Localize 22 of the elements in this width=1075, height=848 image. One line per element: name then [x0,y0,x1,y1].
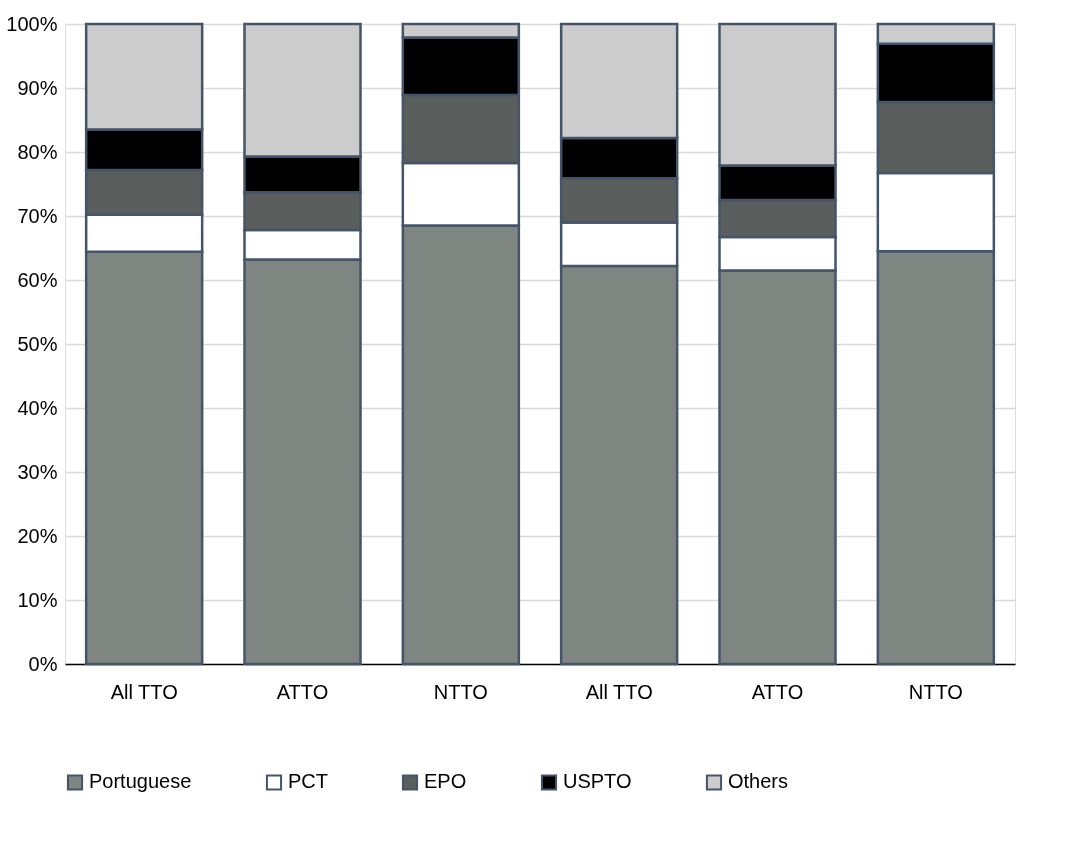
y-tick-label: 100% [6,12,58,35]
y-tick-label: 80% [17,140,58,163]
x-tick-label: All TTO [585,680,653,703]
legend-label: Others [728,770,789,793]
y-tick-label: 0% [28,652,58,675]
y-tick-label: 20% [17,524,58,547]
x-tick-label: NTTO [908,680,963,703]
y-tick-label: 40% [17,396,58,419]
legend-label: EPO [424,770,467,793]
x-tick-label: ATTO [276,680,329,703]
y-tick-label: 30% [17,460,58,483]
legend-label: USPTO [563,770,632,793]
x-tick-label: NTTO [433,680,488,703]
y-tick-label: 50% [17,332,58,355]
y-tick-label: 60% [17,268,58,291]
legend-label: PCT [288,770,328,793]
x-tick-label: ATTO [751,680,804,703]
y-tick-label: 70% [17,204,58,227]
y-tick-label: 90% [17,76,58,99]
legend-label: Portuguese [89,770,192,793]
y-tick-label: 10% [17,588,58,611]
x-tick-label: All TTO [110,680,178,703]
